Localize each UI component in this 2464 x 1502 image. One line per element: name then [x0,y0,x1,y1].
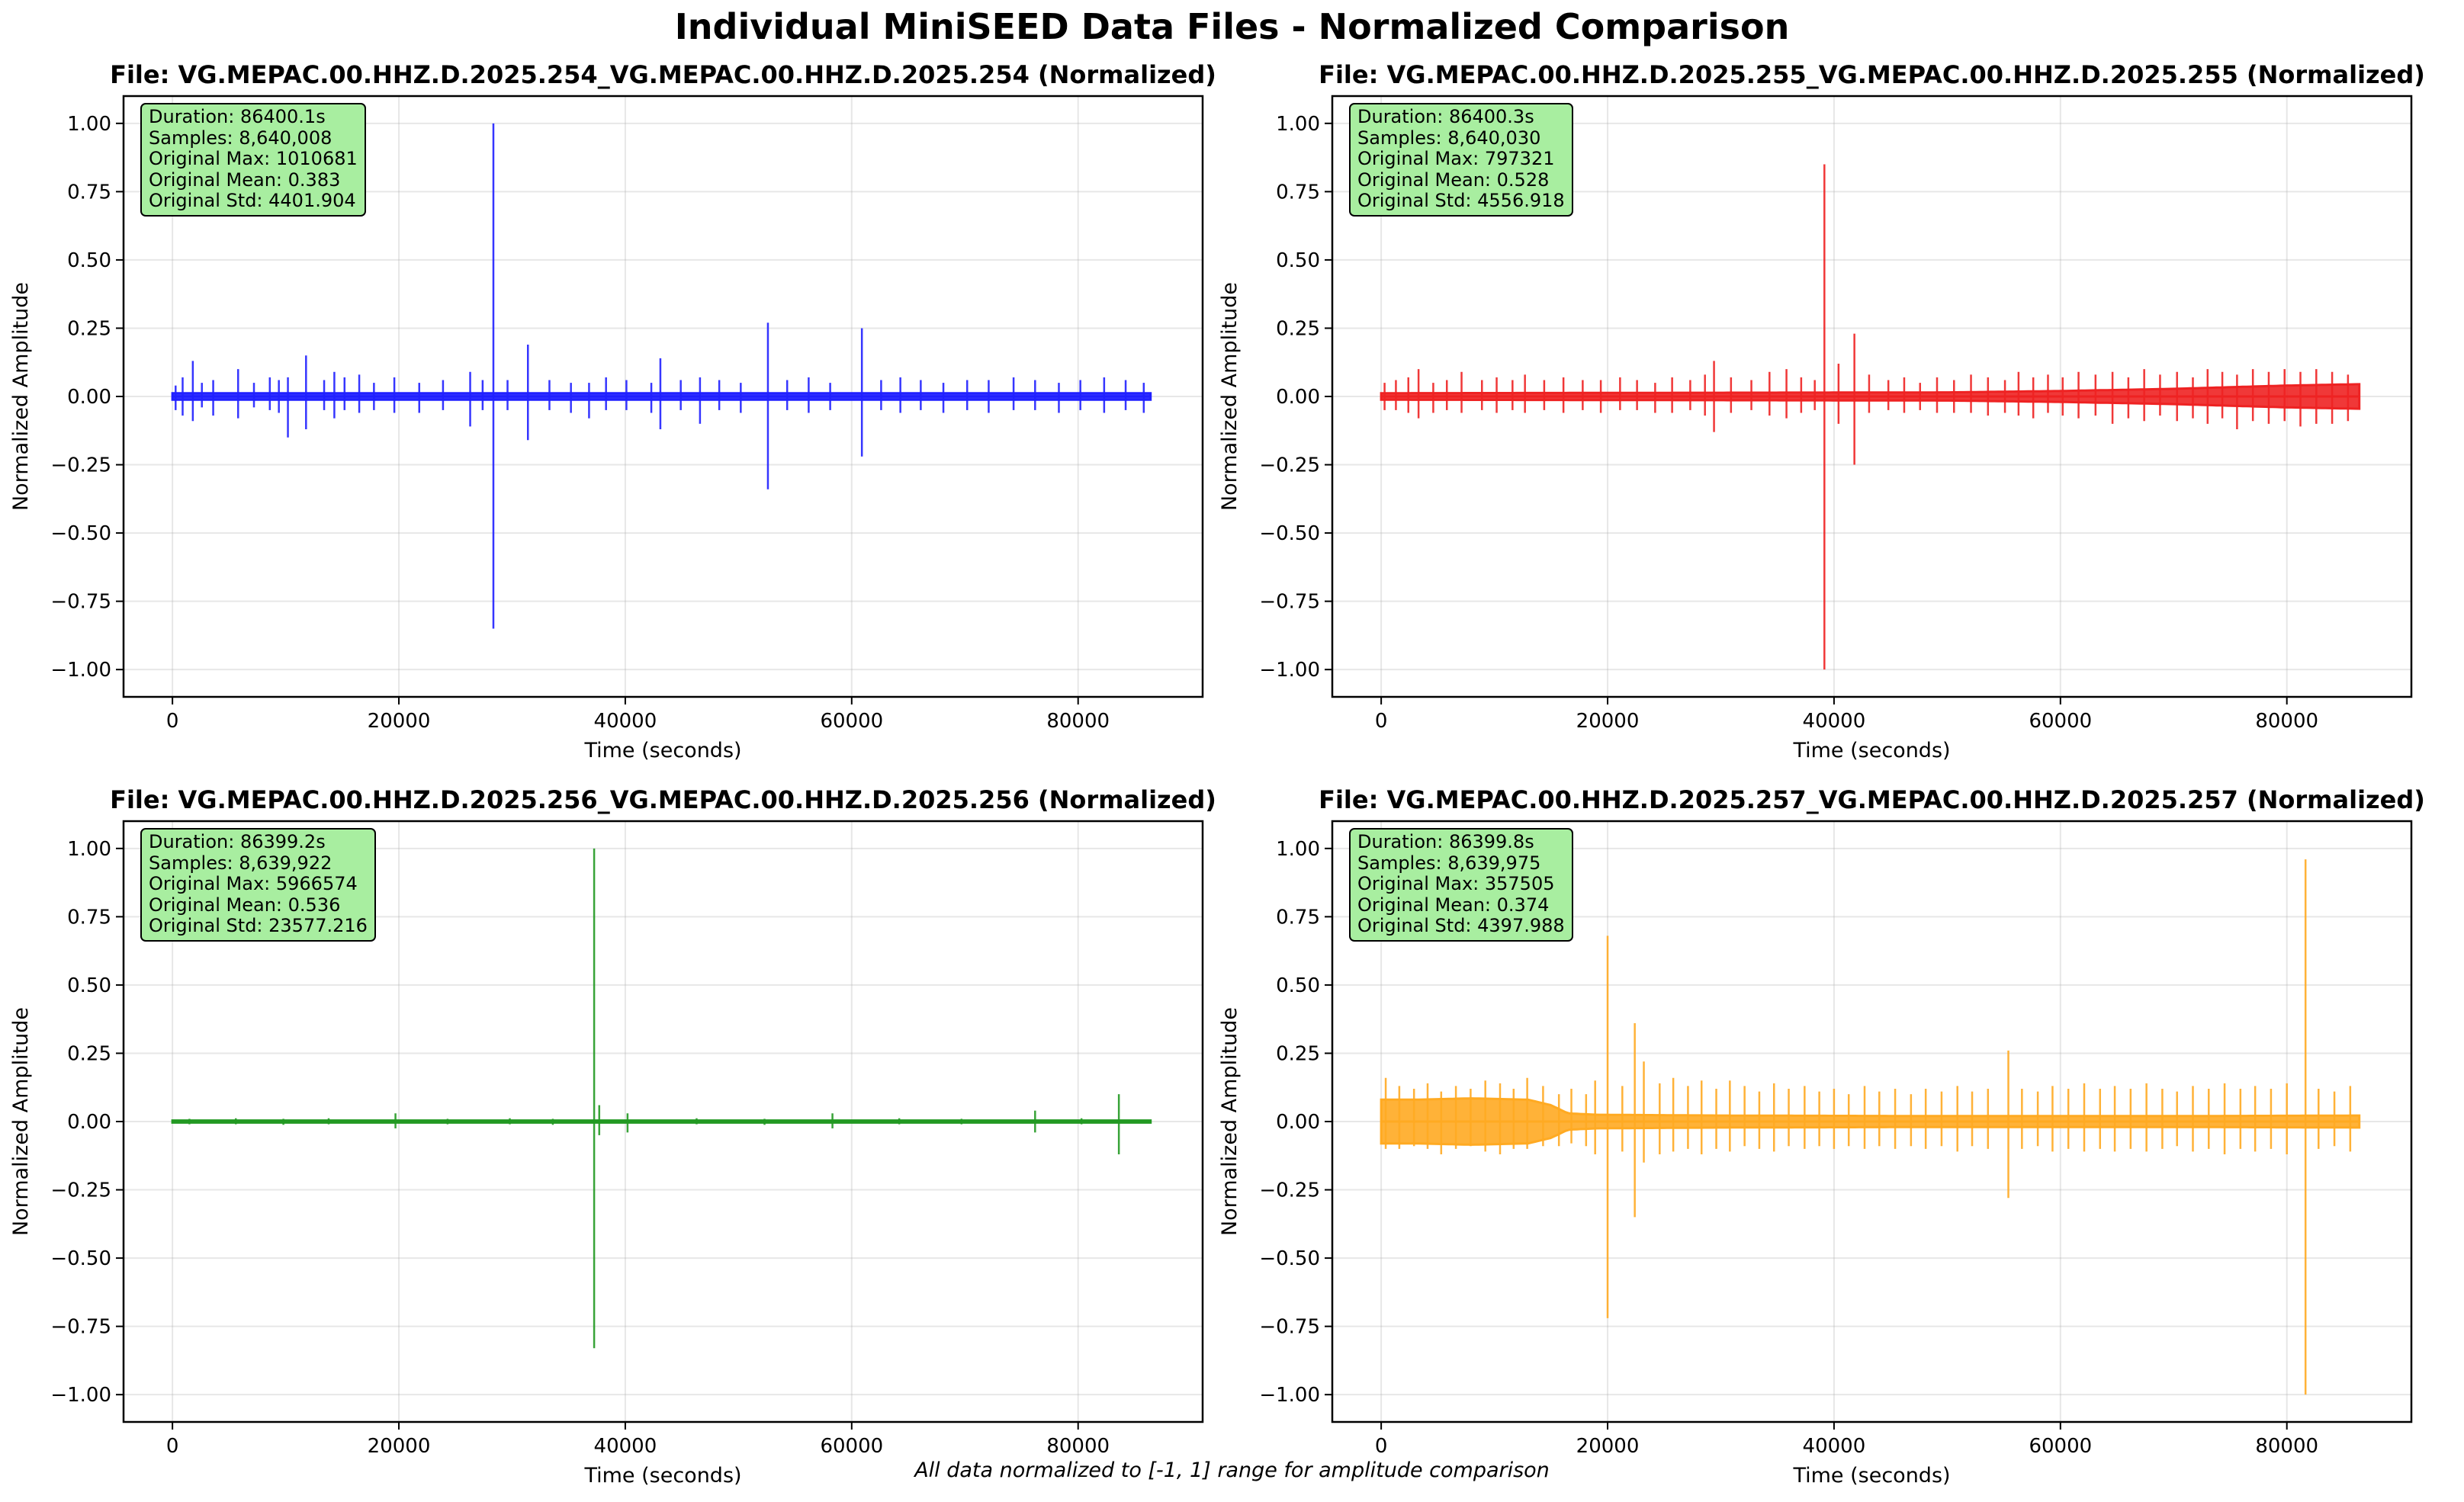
chart-title: File: VG.MEPAC.00.HHZ.D.2025.257_VG.MEPA… [1319,785,2425,814]
stats-line: Samples: 8,639,922 [149,852,332,874]
chart-title: File: VG.MEPAC.00.HHZ.D.2025.254_VG.MEPA… [110,60,1216,89]
stats-box: Duration: 86400.1s Samples: 8,640,008 Orig… [140,103,366,217]
stats-line: Original Mean: 0.528 [1357,168,1550,191]
y-tick-label: −0.75 [50,1316,111,1339]
waveform-series [1380,859,2361,1395]
x-tick-label: 20000 [1576,710,1640,733]
x-tick-label: 60000 [2029,710,2092,733]
waveform-series [171,848,1152,1349]
y-axis-label: Normalized Amplitude [1218,1007,1242,1236]
stats-line: Original Mean: 0.383 [149,168,341,191]
stats-line: Original Max: 797321 [1357,148,1555,169]
stats-line: Duration: 86399.8s [1357,831,1534,852]
y-tick-label: 0.75 [67,181,111,204]
y-tick-label: −0.75 [1259,591,1320,614]
stats-line: Original Std: 4401.904 [149,190,356,211]
x-tick-label: 20000 [368,1435,431,1458]
x-tick-label: 0 [1375,710,1388,733]
waveform-series [171,123,1152,629]
chart-title: File: VG.MEPAC.00.HHZ.D.2025.256_VG.MEPA… [110,785,1216,814]
stats-line: Samples: 8,640,030 [1357,127,1541,149]
y-tick-label: 0.00 [1276,386,1320,409]
y-tick-label: 1.00 [67,838,111,861]
y-tick-label: 0.75 [1276,181,1320,204]
stats-box: Duration: 86400.3s Samples: 8,640,030 Orig… [1349,103,1573,217]
waveform-series [1380,164,2361,670]
x-tick-label: 60000 [2029,1435,2092,1458]
y-tick-label: 1.00 [67,113,111,136]
y-tick-label: 0.00 [67,386,111,409]
x-axis-label: Time (seconds) [1792,739,1950,762]
y-tick-label: 1.00 [1276,113,1320,136]
y-axis-label: Normalized Amplitude [9,1007,33,1236]
y-tick-label: 1.00 [1276,838,1320,861]
x-tick-label: 80000 [1046,1435,1110,1458]
x-tick-label: 40000 [594,710,657,733]
x-tick-label: 0 [166,710,179,733]
y-tick-label: −0.50 [1259,1247,1320,1270]
stats-line: Original Max: 1010681 [149,148,358,169]
x-axis-label: Time (seconds) [1792,1464,1950,1488]
stats-line: Duration: 86400.3s [1357,106,1534,127]
figure-footnote: All data normalized to [-1, 1] range for… [914,1459,1550,1482]
x-tick-label: 80000 [1046,710,1110,733]
y-tick-label: −1.00 [50,659,111,682]
y-tick-label: 0.25 [67,1042,111,1065]
y-tick-label: −0.25 [50,454,111,477]
x-tick-label: 80000 [2255,1435,2318,1458]
x-tick-label: 40000 [594,1435,657,1458]
y-tick-label: −0.25 [1259,1179,1320,1202]
stats-line: Original Mean: 0.374 [1357,894,1550,916]
stats-line: Original Std: 4397.988 [1357,915,1565,936]
stats-line: Duration: 86399.2s [149,831,326,852]
y-tick-label: −0.75 [1259,1316,1320,1339]
y-tick-label: −0.25 [50,1179,111,1202]
stats-line: Original Std: 23577.216 [149,915,368,936]
x-tick-label: 20000 [1576,1435,1640,1458]
y-axis-label: Normalized Amplitude [1218,282,1242,511]
y-tick-label: 0.50 [1276,249,1320,272]
y-tick-label: −0.50 [50,1247,111,1270]
x-tick-label: 60000 [820,1435,883,1458]
y-tick-label: 0.50 [67,974,111,997]
y-tick-label: −1.00 [1259,659,1320,682]
x-tick-label: 80000 [2255,710,2318,733]
x-tick-label: 0 [166,1435,179,1458]
y-tick-label: 0.25 [67,317,111,340]
chart-title: File: VG.MEPAC.00.HHZ.D.2025.255_VG.MEPA… [1319,60,2425,89]
y-tick-label: −0.75 [50,591,111,614]
x-tick-label: 0 [1375,1435,1388,1458]
x-axis-label: Time (seconds) [583,739,741,762]
stats-line: Original Max: 5966574 [149,873,358,894]
y-tick-label: 0.50 [1276,974,1320,997]
y-tick-label: 0.75 [1276,906,1320,929]
x-axis-label: Time (seconds) [583,1464,741,1488]
y-tick-label: 0.75 [67,906,111,929]
y-tick-label: −0.25 [1259,454,1320,477]
y-tick-label: −1.00 [50,1384,111,1407]
y-tick-label: 0.25 [1276,317,1320,340]
stats-line: Duration: 86400.1s [149,106,326,127]
stats-box: Duration: 86399.8s Samples: 8,639,975 Orig… [1349,828,1573,942]
x-tick-label: 60000 [820,710,883,733]
x-tick-label: 20000 [368,710,431,733]
x-tick-label: 40000 [1803,710,1866,733]
stats-line: Samples: 8,640,008 [149,127,332,149]
y-tick-label: 0.00 [1276,1111,1320,1134]
y-tick-label: −0.50 [1259,522,1320,545]
stats-box: Duration: 86399.2s Samples: 8,639,922 Orig… [140,828,376,942]
stats-line: Original Max: 357505 [1357,873,1555,894]
y-tick-label: −0.50 [50,522,111,545]
y-axis-label: Normalized Amplitude [9,282,33,511]
stats-line: Original Std: 4556.918 [1357,190,1565,211]
stats-line: Samples: 8,639,975 [1357,852,1541,874]
y-tick-label: 0.25 [1276,1042,1320,1065]
y-tick-label: −1.00 [1259,1384,1320,1407]
stats-line: Original Mean: 0.536 [149,894,341,916]
x-tick-label: 40000 [1803,1435,1866,1458]
figure-title: Individual MiniSEED Data Files - Normali… [674,6,1790,47]
y-tick-label: 0.50 [67,249,111,272]
y-tick-label: 0.00 [67,1111,111,1134]
